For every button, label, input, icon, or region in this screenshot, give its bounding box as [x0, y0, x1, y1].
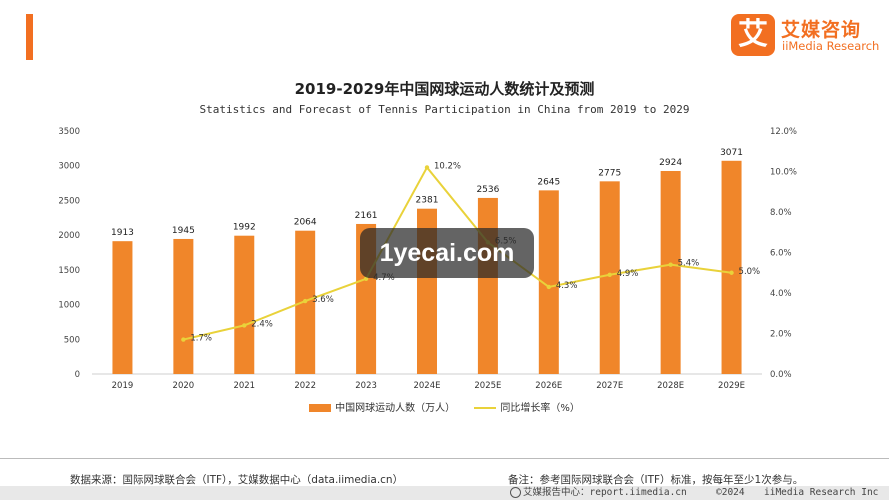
source-note: 数据来源：国际网球联合会（ITF），艾媒数据中心（data.iimedia.cn…	[70, 474, 404, 486]
x-tick-label: 2024E	[413, 381, 440, 391]
y-right-tick-label: 4.0%	[770, 289, 792, 299]
x-tick-label: 2028E	[657, 381, 684, 391]
bar-value-label: 2536	[476, 185, 499, 195]
y-right-tick-label: 0.0%	[770, 370, 792, 380]
watermark: 1yecai.com	[360, 228, 534, 278]
growth-value-label: 3.6%	[312, 295, 334, 305]
x-tick-label: 2022	[294, 381, 316, 391]
logo-name-cn: 艾媒咨询	[781, 19, 862, 41]
growth-point	[424, 165, 430, 170]
bar-value-label: 2064	[294, 218, 317, 228]
y-right-tick-label: 8.0%	[770, 208, 792, 218]
growth-point	[181, 337, 186, 342]
y-right-tick-label: 10.0%	[770, 168, 797, 178]
growth-value-label: 1.7%	[190, 334, 212, 344]
growth-point	[302, 298, 308, 304]
y-left-tick-label: 0	[75, 370, 80, 380]
y-right-tick-label: 2.0%	[770, 330, 792, 340]
logo-mark-icon: 艾	[731, 14, 775, 56]
x-tick-label: 2019	[112, 381, 134, 391]
chart-title: 2019-2029年中国网球运动人数统计及预测	[294, 80, 595, 98]
y-left-tick-label: 1500	[58, 266, 80, 276]
copyright: ©2024	[716, 487, 745, 498]
y-left-tick-label: 1000	[58, 301, 80, 311]
legend-line-label: 同比增长率（%）	[500, 403, 580, 414]
growth-value-label: 4.3%	[556, 281, 578, 291]
legend-line-swatch	[474, 407, 497, 409]
legend-bar-swatch	[309, 404, 332, 412]
bar-value-label: 3071	[720, 148, 743, 158]
bar	[234, 235, 255, 374]
x-tick-label: 2020	[173, 381, 195, 391]
legend-item-line: 同比增长率（%）	[474, 399, 580, 414]
growth-line	[183, 165, 732, 341]
growth-value-label: 5.4%	[678, 259, 700, 269]
y-left-tick-label: 3500	[58, 127, 80, 137]
chart-subtitle: Statistics and Forecast of Tennis Partic…	[199, 103, 690, 116]
x-tick-label: 2023	[355, 381, 377, 391]
x-tick-label: 2026E	[535, 381, 562, 391]
bar	[721, 160, 742, 374]
brand-logo: 艾 艾媒咨询 iiMedia Research	[731, 14, 879, 56]
bar	[173, 238, 194, 374]
bar-value-label: 2775	[598, 168, 621, 178]
growth-point	[242, 323, 247, 328]
x-tick-label: 2025E	[474, 381, 501, 391]
bar	[599, 181, 620, 374]
company-name: iiMedia Research Inc	[764, 487, 879, 498]
growth-point	[668, 262, 673, 267]
bar-value-label: 1992	[233, 223, 256, 233]
footer-divider	[0, 458, 889, 459]
y-right-tick-label: 6.0%	[770, 249, 792, 259]
x-tick-label: 2029E	[718, 381, 745, 391]
report-center: 艾媒报告中心：report.iimedia.cn	[510, 486, 687, 500]
growth-point	[729, 270, 734, 275]
bar-value-label: 2381	[416, 196, 439, 206]
bar-value-label: 2645	[537, 177, 560, 187]
report-center-text: 艾媒报告中心：report.iimedia.cn	[523, 487, 687, 498]
y-right-tick-label: 12.0%	[770, 127, 797, 137]
logo-name-en: iiMedia Research	[782, 39, 880, 53]
remark-note: 备注：参考国际网球联合会（ITF）标准，按每年至少1次参与。	[508, 474, 804, 486]
bar-value-label: 2924	[659, 158, 682, 168]
x-tick-label: 2027E	[596, 381, 623, 391]
growth-value-label: 5.0%	[739, 267, 761, 277]
x-tick-label: 2021	[233, 381, 255, 391]
growth-point	[607, 272, 612, 277]
chart-legend: 中国网球运动人数（万人） 同比增长率（%）	[0, 399, 889, 414]
y-left-tick-label: 3000	[58, 162, 80, 172]
y-left-tick-label: 500	[64, 335, 80, 345]
bar-value-label: 1945	[172, 226, 195, 236]
legend-item-bar: 中国网球运动人数（万人）	[309, 399, 455, 414]
bar	[660, 170, 681, 374]
growth-value-label: 10.2%	[434, 161, 461, 171]
legend-bar-label: 中国网球运动人数（万人）	[335, 403, 456, 414]
accent-bar	[26, 14, 33, 60]
bar-value-label: 1913	[111, 228, 134, 238]
y-left-tick-label: 2000	[58, 231, 80, 241]
bar	[112, 241, 133, 374]
growth-value-label: 4.9%	[617, 269, 639, 279]
bar-value-label: 2161	[355, 211, 378, 221]
y-left-tick-label: 2500	[58, 196, 80, 206]
bar	[538, 190, 559, 374]
bottom-strip	[0, 486, 889, 500]
report-icon	[510, 487, 521, 498]
growth-value-label: 2.4%	[251, 319, 273, 329]
growth-point	[546, 284, 552, 290]
bar	[477, 197, 498, 374]
